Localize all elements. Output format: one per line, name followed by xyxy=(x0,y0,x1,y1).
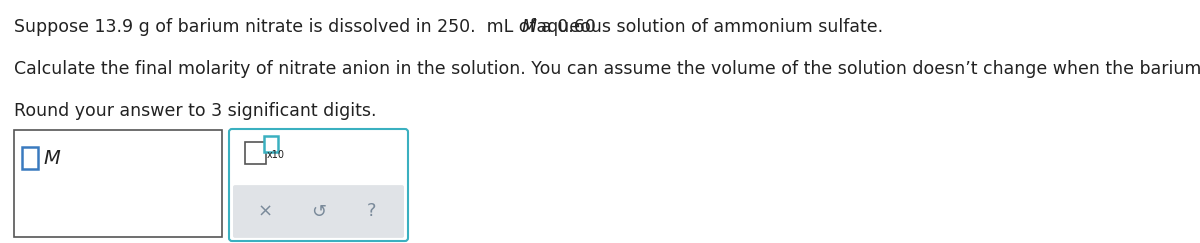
Text: ↺: ↺ xyxy=(311,202,326,220)
Text: ?: ? xyxy=(367,202,377,220)
Bar xyxy=(264,136,278,152)
Bar xyxy=(22,147,38,169)
Bar xyxy=(14,130,222,237)
Text: M: M xyxy=(43,148,60,167)
Text: Calculate the final molarity of nitrate anion in the solution. You can assume th: Calculate the final molarity of nitrate … xyxy=(14,60,1200,78)
Text: x10: x10 xyxy=(266,150,286,160)
Text: Round your answer to 3 significant digits.: Round your answer to 3 significant digit… xyxy=(14,102,377,120)
Text: M: M xyxy=(521,18,536,36)
Text: Suppose 13.9 g of barium nitrate is dissolved in 250.  mL of a 0.60: Suppose 13.9 g of barium nitrate is diss… xyxy=(14,18,601,36)
FancyBboxPatch shape xyxy=(233,185,404,238)
FancyBboxPatch shape xyxy=(229,129,408,241)
Text: aqueous solution of ammonium sulfate.: aqueous solution of ammonium sulfate. xyxy=(530,18,883,36)
Bar xyxy=(245,142,266,164)
Text: ×: × xyxy=(258,202,272,220)
